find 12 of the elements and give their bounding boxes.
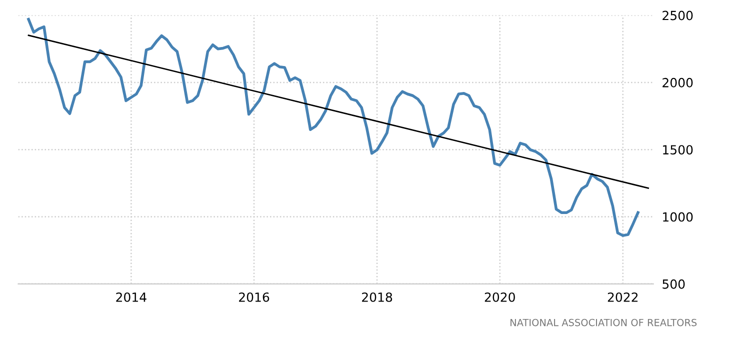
y-tick-label: 2500 [662, 10, 693, 20]
y-tick-label: 500 [662, 279, 685, 289]
line-series [27, 18, 640, 237]
x-tick-label: 2016 [239, 292, 270, 302]
y-tick-label: 1500 [663, 145, 693, 155]
y-tick-label: 1000 [663, 212, 693, 222]
x-tick-label: 2020 [484, 292, 515, 302]
x-tick-label: 2022 [608, 292, 638, 302]
x-tick-label: 2018 [362, 292, 392, 302]
text: NATIONAL ASSOCIATION OF REALTORS [510, 318, 697, 326]
y-tick-label: 2000 [662, 78, 693, 88]
x-tick-label: 2014 [116, 292, 146, 302]
